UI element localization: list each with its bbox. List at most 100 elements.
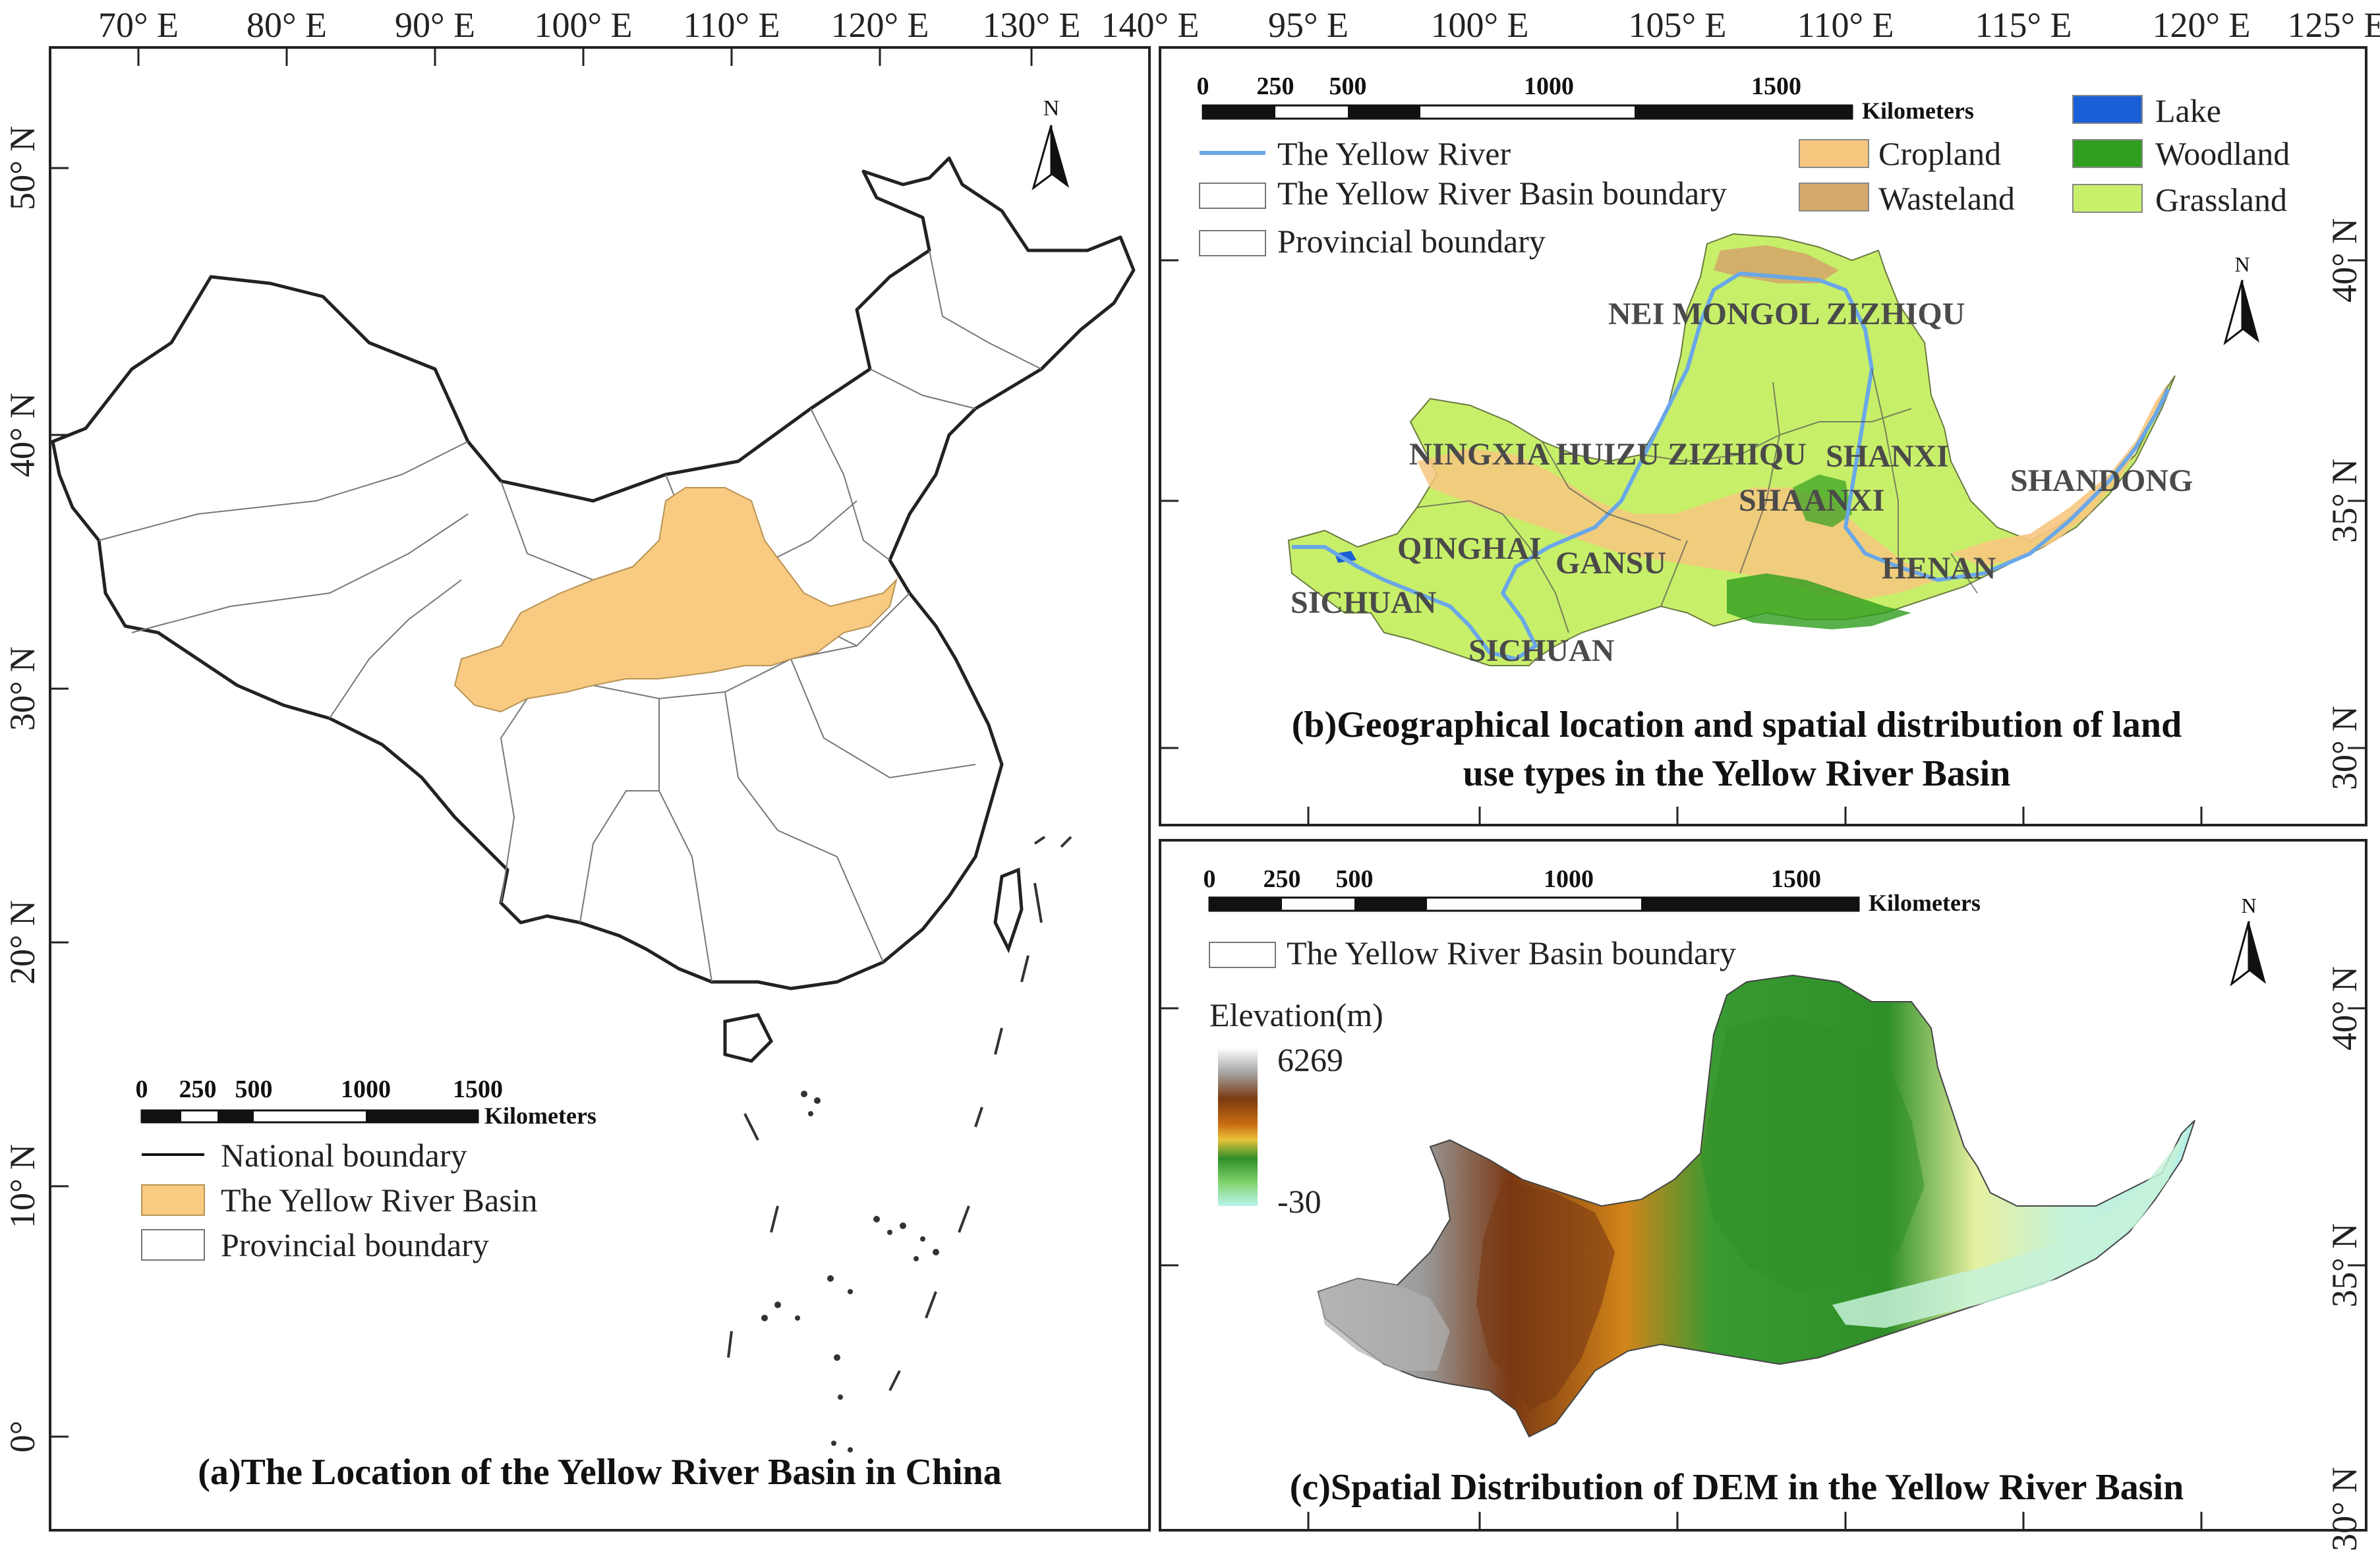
scale-unit: Kilometers — [1862, 98, 1974, 124]
lat-tick: 10° N — [3, 1144, 42, 1228]
legend-basin: The Yellow River Basin — [221, 1182, 538, 1219]
basin-cropland — [1417, 448, 1938, 600]
north-label: N — [2234, 252, 2249, 276]
dem-lowland — [1832, 1127, 2188, 1328]
scale-unit: Kilometers — [484, 1103, 596, 1129]
panel-a-north-arrow: N — [1031, 96, 1069, 190]
panel-c: 40° N 35° N 30° N 0 250 500 1000 1500 Ki… — [1159, 839, 2367, 1550]
legend-woodland: Woodland — [2155, 135, 2290, 172]
dem-high-plateau — [1476, 1180, 1615, 1410]
legend-lake: Lake — [2155, 92, 2221, 129]
scale-tick: 0 — [1204, 865, 1216, 893]
taiwan-island — [993, 867, 1024, 954]
panel-b-provincial-boundaries — [1416, 368, 1978, 633]
lat-tick: 0° — [3, 1421, 42, 1453]
province-label: GANSU — [1555, 546, 1666, 581]
panel-b-lon-ticks: 95° E 100° E 105° E 110° E 115° E 120° E… — [1268, 5, 2380, 45]
panel-b-north-arrow: N — [2223, 252, 2259, 345]
lat-tick: 50° N — [3, 126, 42, 210]
panel-c-north-arrow: N — [2230, 894, 2266, 987]
panel-b-scalebar: 0 250 500 1000 1500 Kilometers — [1197, 72, 1974, 124]
legend-provincial-boundary: Provincial boundary — [1277, 223, 1546, 260]
lon-tick: 125° E — [2287, 5, 2380, 45]
scale-tick: 0 — [136, 1076, 148, 1103]
lat-tick: 40° N — [3, 393, 42, 477]
elevation-color-ramp — [1218, 1048, 1258, 1206]
scale-tick: 500 — [1336, 865, 1374, 893]
basin-woodland — [1727, 573, 1911, 629]
legend-national-boundary: National boundary — [221, 1137, 467, 1174]
panel-a: 70° E 80° E 90° E 100° E 110° E 120° E 1… — [3, 5, 1200, 1532]
lat-tick: 30° N — [2325, 1467, 2364, 1550]
panel-b-caption-line1: (b)Geographical location and spatial dis… — [1292, 704, 2182, 745]
panel-b: 95° E 100° E 105° E 110° E 115° E 120° E… — [1159, 5, 2380, 826]
province-label: NINGXIA HUIZU ZIZHIQU — [1409, 437, 1807, 472]
panel-c-lat-ticks: 40° N 35° N 30° N — [1160, 966, 2366, 1550]
panel-b-caption-line2: use types in the Yellow River Basin — [1463, 753, 2011, 794]
legend-yellow-river: The Yellow River — [1277, 135, 1511, 172]
legend-basin-boundary: The Yellow River Basin boundary — [1277, 175, 1727, 212]
lon-tick: 95° E — [1268, 5, 1349, 45]
lon-tick: 80° E — [247, 5, 327, 45]
scale-tick: 500 — [235, 1076, 273, 1103]
dem-loess-plateau — [1700, 1015, 1925, 1292]
lon-tick: 115° E — [1975, 5, 2072, 45]
lon-tick: 130° E — [982, 5, 1080, 45]
panel-b-province-labels: NEI MONGOL ZIZHIQU NINGXIA HUIZU ZIZHIQU… — [1291, 297, 2193, 668]
panel-a-lon-ticks: 70° E 80° E 90° E 100° E 110° E 120° E 1… — [98, 5, 1200, 66]
panel-c-scalebar: 0 250 500 1000 1500 Kilometers — [1204, 865, 1981, 916]
scale-tick: 0 — [1197, 72, 1209, 100]
scale-tick: 1000 — [1544, 865, 1594, 893]
north-label: N — [1043, 96, 1060, 121]
panel-a-legend: National boundary The Yellow River Basin… — [141, 1137, 538, 1263]
lon-tick: 140° E — [1101, 5, 1199, 45]
elevation-max: 6269 — [1277, 1041, 1343, 1078]
panel-a-lat-ticks: 50° N 40° N 30° N 20° N 10° N 0° — [3, 126, 69, 1452]
scale-tick: 1500 — [453, 1076, 503, 1103]
lon-tick: 100° E — [1430, 5, 1528, 45]
panel-b-lat-ticks: 40° N 35° N 30° N — [1160, 218, 2366, 825]
china-national-boundary — [51, 156, 1136, 990]
lon-tick: 120° E — [2152, 5, 2250, 45]
panel-c-legend: The Yellow River Basin boundary Elevatio… — [1209, 934, 1736, 1220]
scale-tick: 1500 — [1771, 865, 1821, 893]
panel-c-caption: (c)Spatial Distribution of DEM in the Ye… — [1290, 1467, 2184, 1508]
elevation-min: -30 — [1277, 1183, 1321, 1220]
scale-unit: Kilometers — [1869, 890, 1981, 916]
province-label: SHAANXI — [1739, 483, 1884, 518]
legend-provincial-boundary: Provincial boundary — [221, 1226, 489, 1263]
legend-grassland: Grassland — [2155, 181, 2287, 218]
north-label: N — [2241, 894, 2256, 917]
lon-tick: 120° E — [830, 5, 929, 45]
basin-woodland-north — [1793, 474, 1852, 527]
south-china-sea-islands — [761, 1091, 939, 1452]
lat-tick: 30° N — [3, 646, 42, 731]
panel-c-dem-map — [1317, 974, 2195, 1438]
dem-mountain-gray — [1318, 1278, 1450, 1371]
provincial-boundaries — [98, 250, 1042, 983]
lon-tick: 100° E — [534, 5, 632, 45]
scale-tick: 250 — [179, 1076, 217, 1103]
panel-a-frame — [49, 46, 1151, 1532]
lon-tick: 110° E — [1797, 5, 1894, 45]
panel-b-basin-map — [1287, 233, 2176, 666]
nine-dash-line — [727, 836, 1072, 1391]
panel-a-scalebar: 0 250 500 1000 1500 Kilometers — [136, 1076, 596, 1129]
panel-b-legend-landuse: Cropland Wasteland Lake Woodland Grassla… — [1799, 92, 2290, 218]
province-label: SHANXI — [1826, 439, 1949, 474]
hainan-island — [723, 1013, 774, 1063]
panel-b-legend-lines: The Yellow River The Yellow River Basin … — [1199, 135, 1727, 260]
yellow-river-basin-area — [453, 487, 898, 713]
province-label: QINGHAI — [1397, 531, 1542, 566]
scale-tick: 250 — [1257, 72, 1294, 100]
scale-tick: 500 — [1329, 72, 1367, 100]
panel-b-frame — [1159, 46, 2367, 826]
panel-a-caption: (a)The Location of the Yellow River Basi… — [198, 1452, 1002, 1493]
province-label: SHANDONG — [2010, 463, 2193, 498]
elevation-title: Elevation(m) — [1209, 996, 1383, 1033]
province-label: SICHUAN — [1291, 585, 1437, 620]
legend-cropland: Cropland — [1878, 135, 2001, 172]
legend-wasteland: Wasteland — [1878, 180, 2015, 217]
lon-tick: 70° E — [98, 5, 179, 45]
